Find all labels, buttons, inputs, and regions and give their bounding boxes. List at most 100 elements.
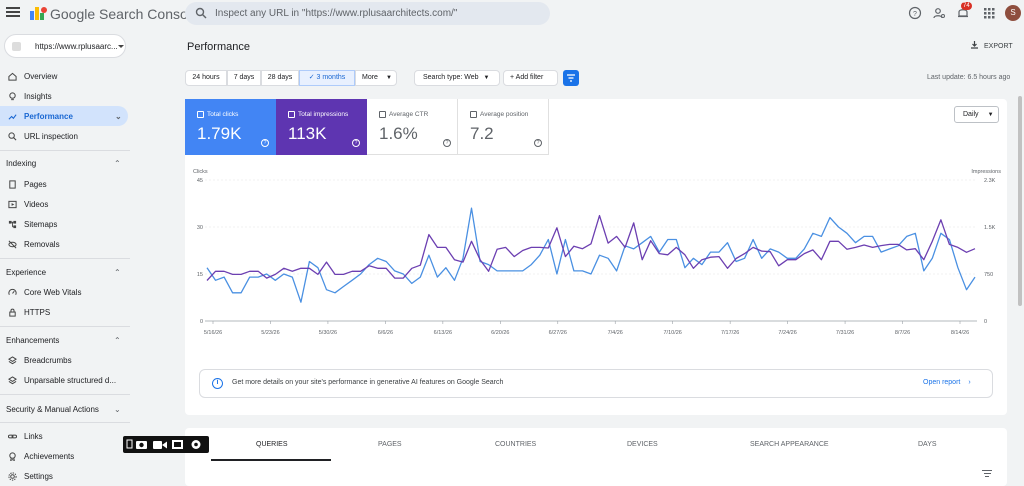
sidebar-item-videos[interactable]: Videos: [0, 194, 128, 214]
sidebar-item-label: Pages: [24, 180, 47, 189]
x-tick-label: 6/27/26: [549, 330, 567, 336]
filter-rows-icon[interactable]: [982, 468, 992, 479]
sidebar-item-https[interactable]: HTTPS: [0, 302, 128, 322]
y-tick-label-right: 2.3K: [984, 178, 996, 184]
sidebar-item-pages[interactable]: Pages: [0, 174, 128, 194]
y-axis-title-right: Impressions: [971, 169, 1001, 175]
sidebar-item-unparsable-structured-data[interactable]: Unparsable structured d...: [0, 370, 128, 390]
x-tick-label: 7/31/26: [836, 330, 854, 336]
lock-icon: [9, 308, 16, 317]
dimension-tabs-card: [185, 428, 1007, 486]
metric-total-clicks[interactable]: Total clicks 1.79K ?: [185, 99, 276, 155]
sidebar-item-overview[interactable]: Overview: [0, 66, 128, 86]
search-type-filter[interactable]: Search type: Web ▼: [414, 70, 500, 86]
sidebar-item-links[interactable]: Links: [0, 426, 128, 446]
range-24-hours[interactable]: 24 hours: [185, 70, 227, 86]
section-indexing[interactable]: Indexing ⌃: [6, 159, 121, 168]
tab-queries[interactable]: QUERIES: [256, 441, 288, 448]
menu-icon[interactable]: [6, 5, 20, 19]
link-icon: [8, 434, 17, 439]
sidebar-item-url-inspection[interactable]: URL inspection: [0, 126, 128, 146]
notification-badge: 74: [961, 2, 972, 10]
layers-icon: [8, 376, 17, 385]
section-enhancements[interactable]: Enhancements ⌃: [6, 336, 121, 345]
search-console-logo: [30, 7, 47, 20]
section-experience[interactable]: Experience ⌃: [6, 268, 121, 277]
sidebar-item-achievements[interactable]: Achievements: [0, 446, 128, 466]
x-tick-label: 7/4/26: [608, 330, 623, 336]
speed-icon: [8, 288, 17, 295]
url-inspect-search[interactable]: Inspect any URL in "https://www.rplusaar…: [185, 2, 550, 25]
help-icon[interactable]: ?: [534, 139, 542, 147]
granularity-select[interactable]: Daily ▼: [954, 106, 999, 123]
tab-days[interactable]: DAYS: [918, 441, 937, 448]
sidebar-item-core-web-vitals[interactable]: Core Web Vitals: [0, 282, 128, 302]
range-28-days[interactable]: 28 days: [261, 70, 299, 86]
tab-pages[interactable]: PAGES: [378, 441, 402, 448]
range-label: More: [362, 74, 378, 81]
metric-label: Total impressions: [298, 111, 349, 118]
camera-icon: [136, 441, 147, 449]
metric-value: 1.6%: [379, 124, 418, 143]
metric-average-ctr[interactable]: Average CTR 1.6% ?: [367, 99, 458, 155]
tab-countries[interactable]: COUNTRIES: [495, 441, 537, 448]
property-selector[interactable]: https://www.rplusaarc...: [4, 34, 126, 58]
sidebar-item-label: Unparsable structured d...: [24, 376, 117, 385]
help-icon[interactable]: ?: [352, 139, 360, 147]
section-security-manual-actions[interactable]: Security & Manual Actions ⌄: [6, 405, 121, 414]
y-tick-label-left: 30: [197, 225, 203, 231]
chip-label: Search type: Web: [423, 74, 479, 81]
filter-icon: [567, 74, 575, 82]
recorder-icons: [126, 439, 201, 449]
metric-average-position[interactable]: Average position 7.2 ?: [458, 99, 549, 155]
link-label: Open report: [923, 379, 961, 386]
sidebar-item-insights[interactable]: Insights: [0, 86, 128, 106]
property-url: https://www.rplusaarc...: [35, 42, 118, 51]
help-icon[interactable]: ?: [261, 139, 269, 147]
export-button[interactable]: EXPORT: [970, 40, 1013, 50]
sidebar-item-label: Performance: [24, 112, 73, 121]
account-avatar[interactable]: S: [1005, 5, 1021, 21]
range-7-days[interactable]: 7 days: [227, 70, 261, 86]
tab-devices[interactable]: DEVICES: [627, 441, 658, 448]
plus-icon: +: [510, 74, 516, 81]
metric-value: 7.2: [470, 124, 494, 143]
y-tick-label-right: 750: [984, 272, 993, 278]
range-more[interactable]: More ▼: [355, 70, 397, 86]
help-icon[interactable]: ?: [908, 6, 922, 20]
chevron-up-icon: ⌃: [114, 336, 121, 345]
sidebar-item-settings[interactable]: Settings: [0, 466, 128, 486]
chevron-down-icon: [118, 45, 124, 48]
video-icon: [8, 200, 17, 209]
info-icon: i: [212, 378, 223, 389]
x-tick-label: 6/20/26: [491, 330, 509, 336]
filter-settings-button[interactable]: [563, 70, 579, 86]
metric-total-impressions[interactable]: Total impressions 113K ?: [276, 99, 367, 155]
sidebar-item-performance[interactable]: Performance ⌄: [0, 106, 128, 126]
sidebar-item-removals[interactable]: Removals: [0, 234, 128, 254]
range-3-months[interactable]: ✓ 3 months: [299, 70, 355, 86]
y-tick-label-left: 15: [197, 272, 203, 278]
screenshot-icon: [126, 439, 133, 449]
divider: [0, 394, 130, 395]
divider: [0, 150, 130, 151]
sidebar-item-sitemaps[interactable]: Sitemaps: [0, 214, 128, 234]
metric-value: 113K: [288, 124, 327, 143]
add-filter-button[interactable]: + Add filter: [503, 70, 558, 86]
open-report-link[interactable]: Open report ›: [923, 379, 971, 386]
export-label: EXPORT: [984, 43, 1013, 50]
page-scrollbar[interactable]: [1018, 96, 1022, 306]
x-tick-label: 7/10/26: [664, 330, 682, 336]
help-icon[interactable]: ?: [443, 139, 451, 147]
sitemap-icon: [8, 220, 17, 229]
sidebar-item-breadcrumbs[interactable]: Breadcrumbs: [0, 350, 128, 370]
x-tick-label: 6/6/26: [378, 330, 393, 336]
tab-search-appearance[interactable]: SEARCH APPEARANCE: [750, 441, 829, 448]
x-tick-label: 6/13/26: [434, 330, 452, 336]
metric-value: 1.79K: [197, 124, 242, 143]
x-tick-label: 7/24/26: [778, 330, 796, 336]
y-tick-label-right: 1.5K: [984, 225, 996, 231]
apps-grid-icon[interactable]: [982, 6, 996, 20]
manage-users-icon[interactable]: [932, 6, 946, 20]
app-title: Google Search Console: [50, 6, 199, 22]
